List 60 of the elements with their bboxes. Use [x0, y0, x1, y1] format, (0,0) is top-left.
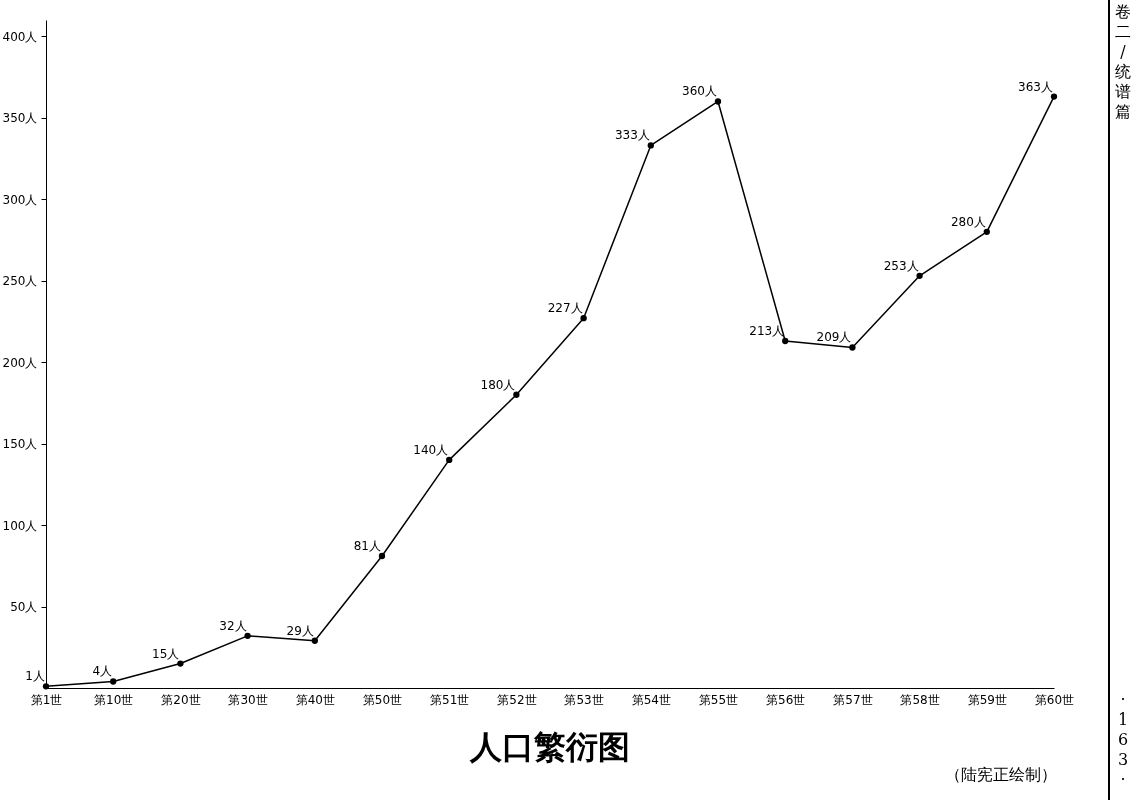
data-label: 360人	[682, 84, 717, 99]
data-label: 81人	[353, 539, 381, 554]
y-tick-label: 100人	[2, 518, 38, 533]
data-label: 32人	[219, 618, 247, 633]
data-label: 1人	[25, 669, 45, 684]
y-tick-label: 350人	[2, 111, 38, 126]
point	[714, 98, 722, 105]
text: 人口繁衍图	[469, 728, 630, 766]
text: ·163·	[1116, 690, 1130, 790]
point	[513, 391, 520, 398]
x-tick-label: 第56世	[766, 692, 806, 707]
point	[378, 552, 386, 560]
point	[42, 683, 50, 690]
point	[244, 632, 251, 640]
y-tick-label: 50人	[10, 600, 38, 615]
point	[1050, 93, 1058, 100]
text: 卷二/统谱篇	[1114, 2, 1132, 122]
data-label: 363人	[1018, 79, 1053, 94]
point	[110, 678, 117, 685]
x-tick-label: 第30世	[228, 692, 268, 707]
y-tick-label: 200人	[2, 355, 38, 370]
y-tick-label: 300人	[2, 192, 38, 207]
point	[916, 272, 923, 279]
point	[177, 660, 184, 667]
x-tick-label: 第40世	[295, 692, 335, 707]
data-label: 140人	[413, 442, 449, 457]
x-tick-label: 第57世	[833, 692, 873, 707]
data-label: 280人	[950, 214, 986, 229]
x-tick-label: 第59世	[967, 692, 1007, 707]
data-label: 15人	[152, 646, 180, 661]
point	[580, 315, 587, 322]
y-tick-label: 400人	[2, 29, 38, 44]
data-label: 29人	[286, 623, 314, 638]
data-label: 333人	[614, 128, 650, 143]
point	[983, 228, 990, 235]
point	[647, 142, 654, 149]
x-tick-label: 第52世	[497, 692, 537, 707]
point	[782, 337, 789, 345]
point	[311, 637, 318, 644]
point	[849, 344, 856, 351]
data-label: 4人	[92, 664, 113, 679]
x-tick-label: 第10世	[94, 692, 134, 707]
data-label: 213人	[749, 323, 785, 338]
text: （陆宪正绘制）	[945, 765, 1057, 786]
x-tick-label: 第1世	[30, 692, 63, 707]
point	[446, 456, 453, 464]
x-tick-label: 第54世	[631, 692, 671, 707]
y-tick-label: 250人	[2, 274, 38, 289]
y-tick-label: 150人	[2, 437, 38, 452]
x-tick-label: 第55世	[698, 692, 739, 707]
x-tick-label: 第20世	[161, 692, 201, 707]
data-label: 253人	[883, 258, 919, 273]
x-tick-label: 第60世	[1034, 692, 1075, 707]
data-label: 180人	[480, 377, 516, 392]
x-tick-label: 第58世	[900, 692, 940, 707]
data-label: 227人	[547, 301, 583, 316]
x-tick-label: 第53世	[564, 692, 604, 707]
data-label: 209人	[816, 330, 852, 345]
x-tick-label: 第50世	[362, 692, 403, 707]
x-tick-label: 第51世	[430, 692, 470, 707]
